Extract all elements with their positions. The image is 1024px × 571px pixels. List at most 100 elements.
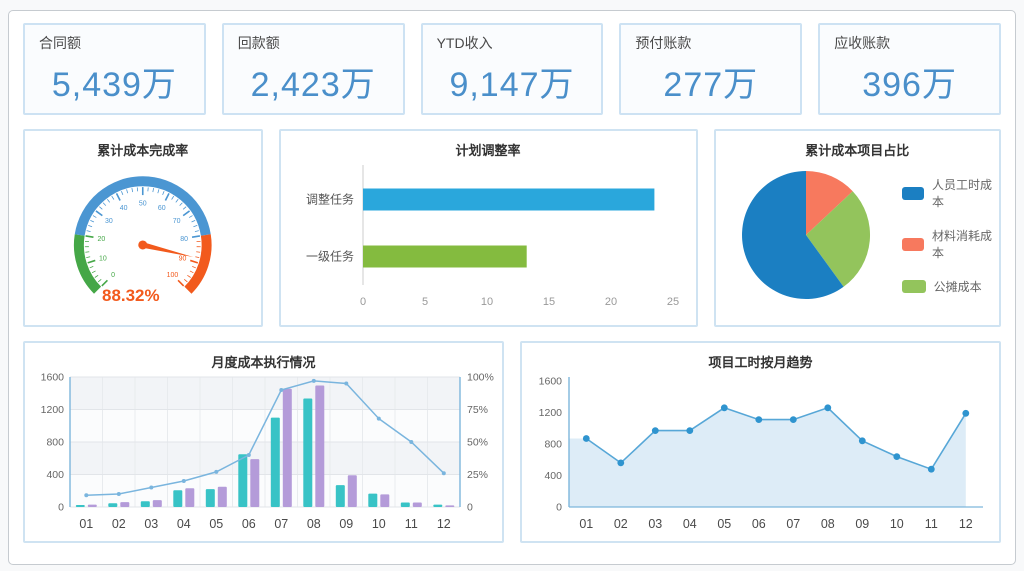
svg-text:25: 25 (667, 296, 679, 308)
svg-text:02: 02 (111, 517, 125, 531)
svg-text:25%: 25% (467, 469, 488, 481)
svg-text:100: 100 (167, 272, 179, 279)
kpi-label: YTD收入 (436, 35, 493, 51)
svg-text:400: 400 (46, 469, 64, 481)
cost-share-pie-chart (730, 157, 888, 314)
panel-monthly-cost-execution: 月度成本执行情况 0 400 800 1200 1600 0 25% 50% 75% 100% 01… (23, 341, 504, 543)
svg-text:40: 40 (120, 205, 128, 212)
svg-text:09: 09 (339, 517, 353, 531)
kpi-value: 2,423万 (250, 66, 376, 104)
panel-title: 累计成本完成率 (97, 143, 189, 158)
svg-text:50: 50 (139, 201, 147, 208)
svg-text:01: 01 (579, 517, 593, 531)
svg-text:一级任务: 一级任务 (306, 249, 354, 264)
kpi-value: 396万 (862, 66, 957, 104)
dashboard: 合同额 5,439万 回款额 2,423万 YTD收入 9,147万 预付账款 … (8, 10, 1016, 565)
svg-text:04: 04 (682, 517, 696, 531)
svg-text:08: 08 (306, 517, 320, 531)
legend-item-shared-cost[interactable]: 公摊成本 (901, 278, 999, 295)
svg-text:10: 10 (99, 255, 107, 262)
monthly-hours-area-chart: 0 400 800 1200 1600 01 02 03 04 05 06 07 08 09 10 11 12 (522, 369, 999, 537)
svg-text:88.32%: 88.32% (102, 286, 160, 305)
kpi-value: 9,147万 (449, 66, 575, 104)
panel-monthly-hours-trend: 项目工时按月趋势 0 400 800 1200 1600 01 02 03 04 05 06 07 08… (520, 341, 1001, 543)
legend-swatch (901, 186, 924, 200)
legend-label: 材料消耗成本 (931, 229, 992, 260)
svg-text:02: 02 (613, 517, 627, 531)
svg-text:1200: 1200 (40, 404, 64, 416)
kpi-card-prepaid-accounts: 预付账款 277万 (619, 23, 803, 115)
svg-text:03: 03 (648, 517, 662, 531)
svg-text:11: 11 (924, 517, 937, 531)
svg-text:05: 05 (717, 517, 731, 531)
svg-text:10: 10 (481, 296, 493, 308)
legend-item-labor-cost[interactable]: 人员工时成本 (901, 176, 999, 210)
svg-text:20: 20 (605, 296, 617, 308)
svg-text:04: 04 (176, 517, 190, 531)
svg-text:0: 0 (556, 502, 562, 514)
svg-text:100%: 100% (467, 372, 494, 384)
svg-text:10: 10 (889, 517, 903, 531)
svg-text:05: 05 (209, 517, 223, 531)
svg-text:70: 70 (173, 218, 181, 225)
kpi-row: 合同额 5,439万 回款额 2,423万 YTD收入 9,147万 预付账款 … (23, 23, 1001, 115)
svg-text:1600: 1600 (40, 372, 64, 384)
svg-text:0: 0 (360, 296, 366, 308)
kpi-value: 277万 (663, 66, 759, 104)
kpi-label: 应收账款 (834, 35, 891, 51)
kpi-value: 5,439万 (51, 66, 177, 104)
monthly-cost-combo-chart: 0 400 800 1200 1600 0 25% 50% 75% 100% 01 02 03 04 05 0… (25, 369, 502, 537)
panel-cost-completion-gauge: 累计成本完成率 0 10 20 30 40 50 60 70 80 90 100 88.32% (23, 129, 263, 327)
svg-text:800: 800 (46, 437, 64, 449)
kpi-card-payment-received: 回款额 2,423万 (221, 23, 405, 115)
legend-label: 人员工时成本 (931, 178, 992, 209)
svg-text:5: 5 (422, 296, 428, 308)
svg-text:06: 06 (241, 517, 255, 531)
kpi-label: 回款额 (237, 35, 280, 51)
legend-label: 公摊成本 (933, 280, 982, 294)
svg-text:20: 20 (97, 236, 105, 243)
svg-text:400: 400 (544, 470, 562, 482)
svg-text:08: 08 (820, 517, 834, 531)
pie-legend: 人员工时成本 材料消耗成本 公摊成本 (901, 176, 999, 295)
bottom-row: 月度成本执行情况 0 400 800 1200 1600 0 25% 50% 75% 100% 01… (23, 341, 1001, 543)
panel-title: 计划调整率 (455, 143, 521, 158)
panel-title: 项目工时按月趋势 (708, 355, 813, 370)
svg-text:1200: 1200 (538, 407, 562, 419)
legend-swatch (901, 280, 926, 293)
svg-text:60: 60 (158, 205, 166, 212)
svg-text:12: 12 (958, 517, 972, 531)
legend-item-material-cost[interactable]: 材料消耗成本 (901, 227, 999, 261)
svg-text:07: 07 (786, 517, 800, 531)
panel-title: 月度成本执行情况 (211, 355, 316, 370)
svg-text:800: 800 (544, 439, 562, 451)
svg-text:50%: 50% (467, 437, 488, 449)
svg-text:0: 0 (111, 272, 115, 279)
svg-text:0: 0 (467, 502, 473, 514)
cost-completion-gauge-chart: 0 10 20 30 40 50 60 70 80 90 100 88.32% (25, 157, 261, 315)
kpi-label: 预付账款 (635, 35, 692, 51)
svg-text:调整任务: 调整任务 (306, 192, 354, 207)
middle-row: 累计成本完成率 0 10 20 30 40 50 60 70 80 90 100 88.32% 计划调… (23, 129, 1001, 327)
panel-plan-adjust-rate: 计划调整率 调整任务一级任务 0 5 10 15 20 25 (278, 129, 698, 327)
legend-swatch (901, 237, 924, 251)
kpi-card-ytd-revenue: YTD收入 9,147万 (420, 23, 604, 115)
svg-text:90: 90 (179, 255, 187, 262)
svg-text:30: 30 (105, 218, 113, 225)
svg-text:1600: 1600 (538, 376, 562, 388)
svg-text:15: 15 (543, 296, 555, 308)
svg-text:10: 10 (371, 517, 385, 531)
svg-text:06: 06 (751, 517, 765, 531)
svg-text:75%: 75% (467, 404, 488, 416)
svg-text:12: 12 (436, 517, 450, 531)
svg-text:80: 80 (180, 236, 188, 243)
kpi-card-accounts-receivable: 应收账款 396万 (818, 23, 1001, 115)
kpi-card-contract-amount: 合同额 5,439万 (23, 23, 206, 115)
kpi-label: 合同额 (39, 35, 81, 51)
pie-chart-area: 人员工时成本 材料消耗成本 公摊成本 (716, 157, 999, 314)
svg-text:07: 07 (274, 517, 288, 531)
svg-text:11: 11 (404, 517, 417, 531)
panel-cost-share-pie: 累计成本项目占比 人员工时成本 材料消耗成本 公摊成本 (713, 129, 1001, 327)
svg-text:09: 09 (855, 517, 869, 531)
plan-adjust-bar-chart: 调整任务一级任务 0 5 10 15 20 25 (281, 157, 696, 313)
